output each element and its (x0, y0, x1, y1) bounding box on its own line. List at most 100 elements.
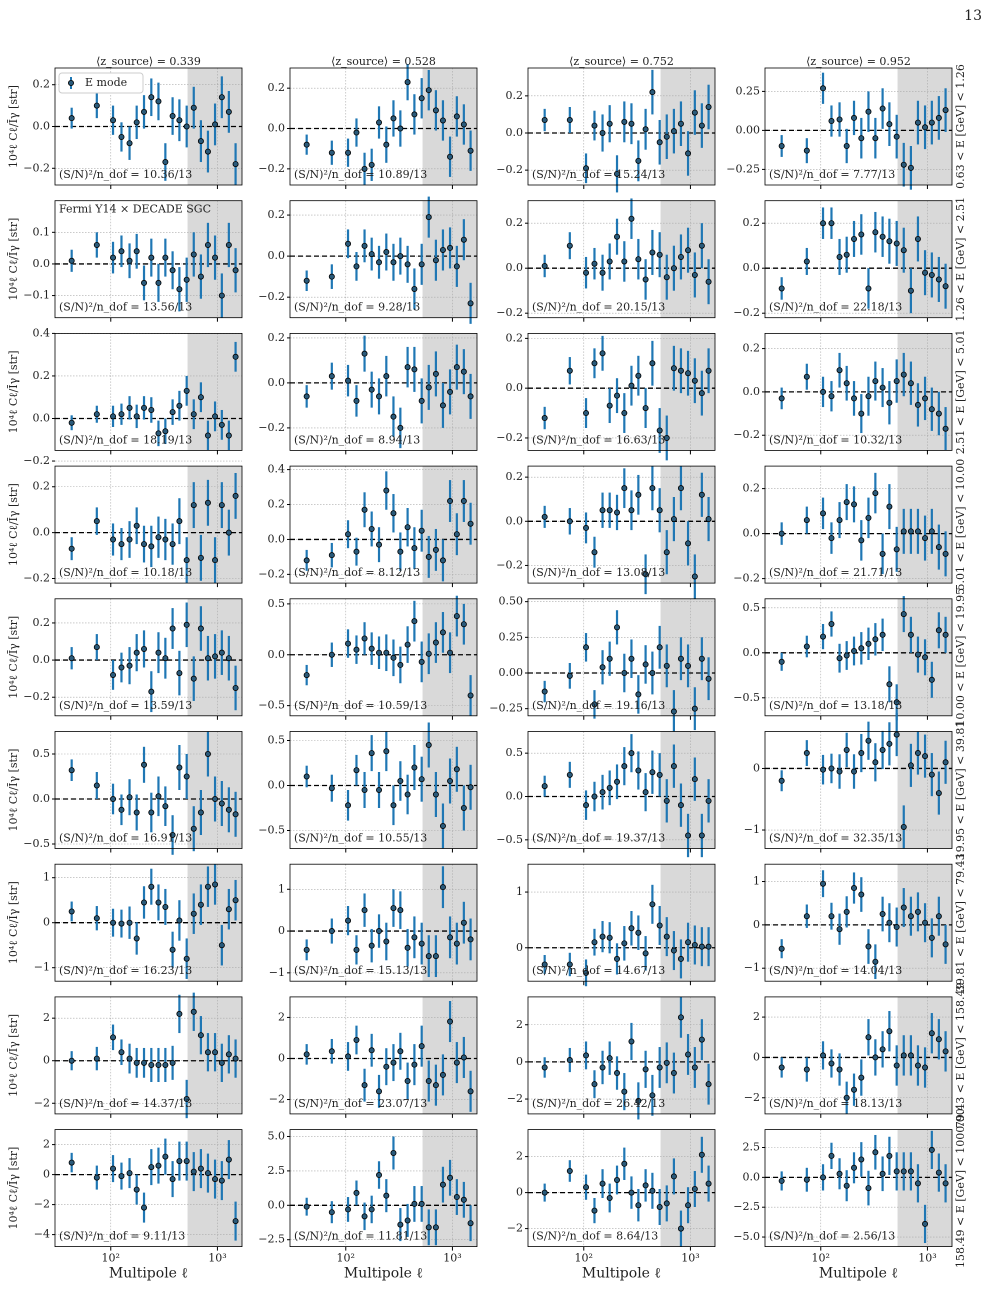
data-point (656, 427, 663, 434)
data-point (583, 269, 590, 276)
data-point (591, 939, 598, 946)
data-point (836, 655, 843, 662)
data-point (425, 214, 432, 221)
data-point (886, 681, 893, 688)
data-point (141, 541, 148, 548)
y-tick-label: 0 (516, 1055, 523, 1068)
data-point (303, 1203, 310, 1210)
data-point (169, 832, 176, 839)
data-point (118, 133, 125, 140)
data-point (232, 811, 239, 818)
data-point (155, 899, 162, 906)
data-point (411, 285, 418, 292)
data-point (893, 240, 900, 247)
data-point (418, 940, 425, 947)
data-point (425, 650, 432, 657)
data-point (390, 413, 397, 420)
data-point (68, 1159, 75, 1166)
data-point (886, 121, 893, 128)
y-tick-label: 0.2 (506, 89, 524, 102)
data-point (691, 776, 698, 783)
data-point (133, 1059, 140, 1066)
data-point (162, 903, 169, 910)
data-point (110, 413, 117, 420)
data-point (118, 920, 125, 927)
data-point (204, 883, 211, 890)
data-point (303, 946, 310, 953)
axes-frame (527, 731, 716, 849)
data-point (204, 241, 211, 248)
data-point (541, 117, 548, 124)
data-point (390, 802, 397, 809)
data-point (453, 613, 460, 620)
data-point (303, 141, 310, 148)
data-point (404, 641, 411, 648)
data-point (656, 1204, 663, 1211)
data-point (204, 655, 211, 662)
data-point (176, 286, 183, 293)
data-point (432, 370, 439, 377)
data-point (541, 415, 548, 422)
data-point (303, 1051, 310, 1058)
data-point (232, 684, 239, 691)
data-point (155, 279, 162, 286)
data-point (621, 118, 628, 125)
sn-label: (S/N)²/n_dof = 13.59/13 (59, 699, 192, 712)
data-point (907, 913, 914, 920)
data-point (858, 750, 865, 757)
y-tick-label: −2 (34, 1198, 50, 1211)
sn-label: (S/N)²/n_dof = 16.63/13 (532, 433, 665, 446)
data-point (169, 113, 176, 120)
sn-label: (S/N)²/n_dof = 10.18/13 (59, 566, 192, 579)
y-tick-label: −0.2 (23, 161, 50, 174)
data-point (614, 1070, 621, 1077)
data-point (218, 1059, 225, 1066)
data-point (656, 771, 663, 778)
data-point (404, 1078, 411, 1085)
data-point (628, 655, 635, 662)
data-point (418, 1043, 425, 1050)
data-point (614, 778, 621, 785)
data-point (162, 536, 169, 543)
data-point (614, 509, 621, 516)
data-point (68, 115, 75, 122)
sn-label: (S/N)²/n_dof = 14.04/13 (769, 964, 902, 977)
data-point (928, 934, 935, 941)
data-point (383, 141, 390, 148)
data-point (621, 763, 628, 770)
y-tick-label: 1 (516, 885, 523, 898)
data-point (218, 94, 225, 101)
data-point (176, 764, 183, 771)
axes-frame (764, 863, 953, 982)
axes-frame (289, 598, 478, 717)
data-point (118, 1049, 125, 1056)
data-point (68, 655, 75, 662)
data-point (907, 1052, 914, 1059)
data-point (803, 258, 810, 265)
axes-frame (54, 67, 243, 186)
y-tick-label: −0.2 (258, 290, 285, 303)
data-point (133, 649, 140, 656)
data-point (467, 300, 474, 307)
data-point (353, 1037, 360, 1044)
data-point (851, 395, 858, 402)
y-tick-label: −2 (744, 1091, 760, 1104)
y-tick-label: 0.0 (33, 653, 51, 666)
y-tick-label: −1 (744, 823, 760, 836)
y-tick-label: 0.2 (743, 216, 761, 229)
data-point (836, 1170, 843, 1177)
data-point (820, 388, 827, 395)
data-point (803, 373, 810, 380)
data-point (642, 405, 649, 412)
y-tick-label: 0 (753, 918, 760, 931)
y-tick-label: 0.0 (33, 792, 51, 805)
axes-frame (764, 731, 953, 849)
data-point (900, 247, 907, 254)
data-point (663, 662, 670, 669)
data-point (345, 802, 352, 809)
y-tick-label: 2 (43, 1138, 50, 1151)
data-point (218, 649, 225, 656)
data-point (803, 517, 810, 524)
data-point (93, 782, 100, 789)
data-point (183, 557, 190, 564)
